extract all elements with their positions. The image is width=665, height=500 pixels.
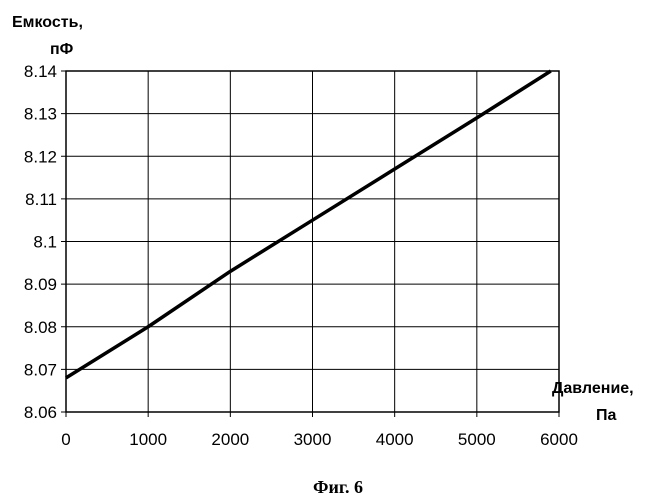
x-axis-title-line2: Па	[596, 407, 617, 424]
x-tick-label: 4000	[376, 430, 414, 449]
figure-caption: Фиг. 6	[313, 477, 363, 497]
series-line	[66, 71, 551, 378]
data-series	[66, 71, 551, 378]
y-tick-label: 8.14	[24, 62, 57, 81]
x-tick-label: 0	[61, 430, 70, 449]
y-tick-label: 8.1	[33, 233, 57, 252]
y-tick-label: 8.13	[24, 105, 57, 124]
x-tick-labels: 0 1000 2000 3000 4000 5000 6000	[61, 430, 578, 449]
y-tick-label: 8.08	[24, 318, 57, 337]
x-tick-label: 1000	[129, 430, 167, 449]
grid-lines	[61, 71, 559, 417]
y-tick-labels: 8.06 8.07 8.08 8.09 8.1 8.11 8.12 8.13 8.14	[24, 62, 57, 422]
x-tick-label: 5000	[458, 430, 496, 449]
y-tick-label: 8.09	[24, 275, 57, 294]
y-tick-label: 8.07	[24, 360, 57, 379]
y-axis-title-line1: Емкость,	[12, 14, 83, 31]
y-axis-title-line2: пФ	[50, 41, 74, 58]
x-tick-label: 3000	[294, 430, 332, 449]
x-axis-title-line1: Давление,	[552, 380, 634, 397]
x-tick-label: 2000	[211, 430, 249, 449]
x-tick-label: 6000	[540, 430, 578, 449]
y-tick-label: 8.06	[24, 403, 57, 422]
y-tick-label: 8.11	[25, 190, 57, 209]
y-tick-label: 8.12	[24, 147, 57, 166]
